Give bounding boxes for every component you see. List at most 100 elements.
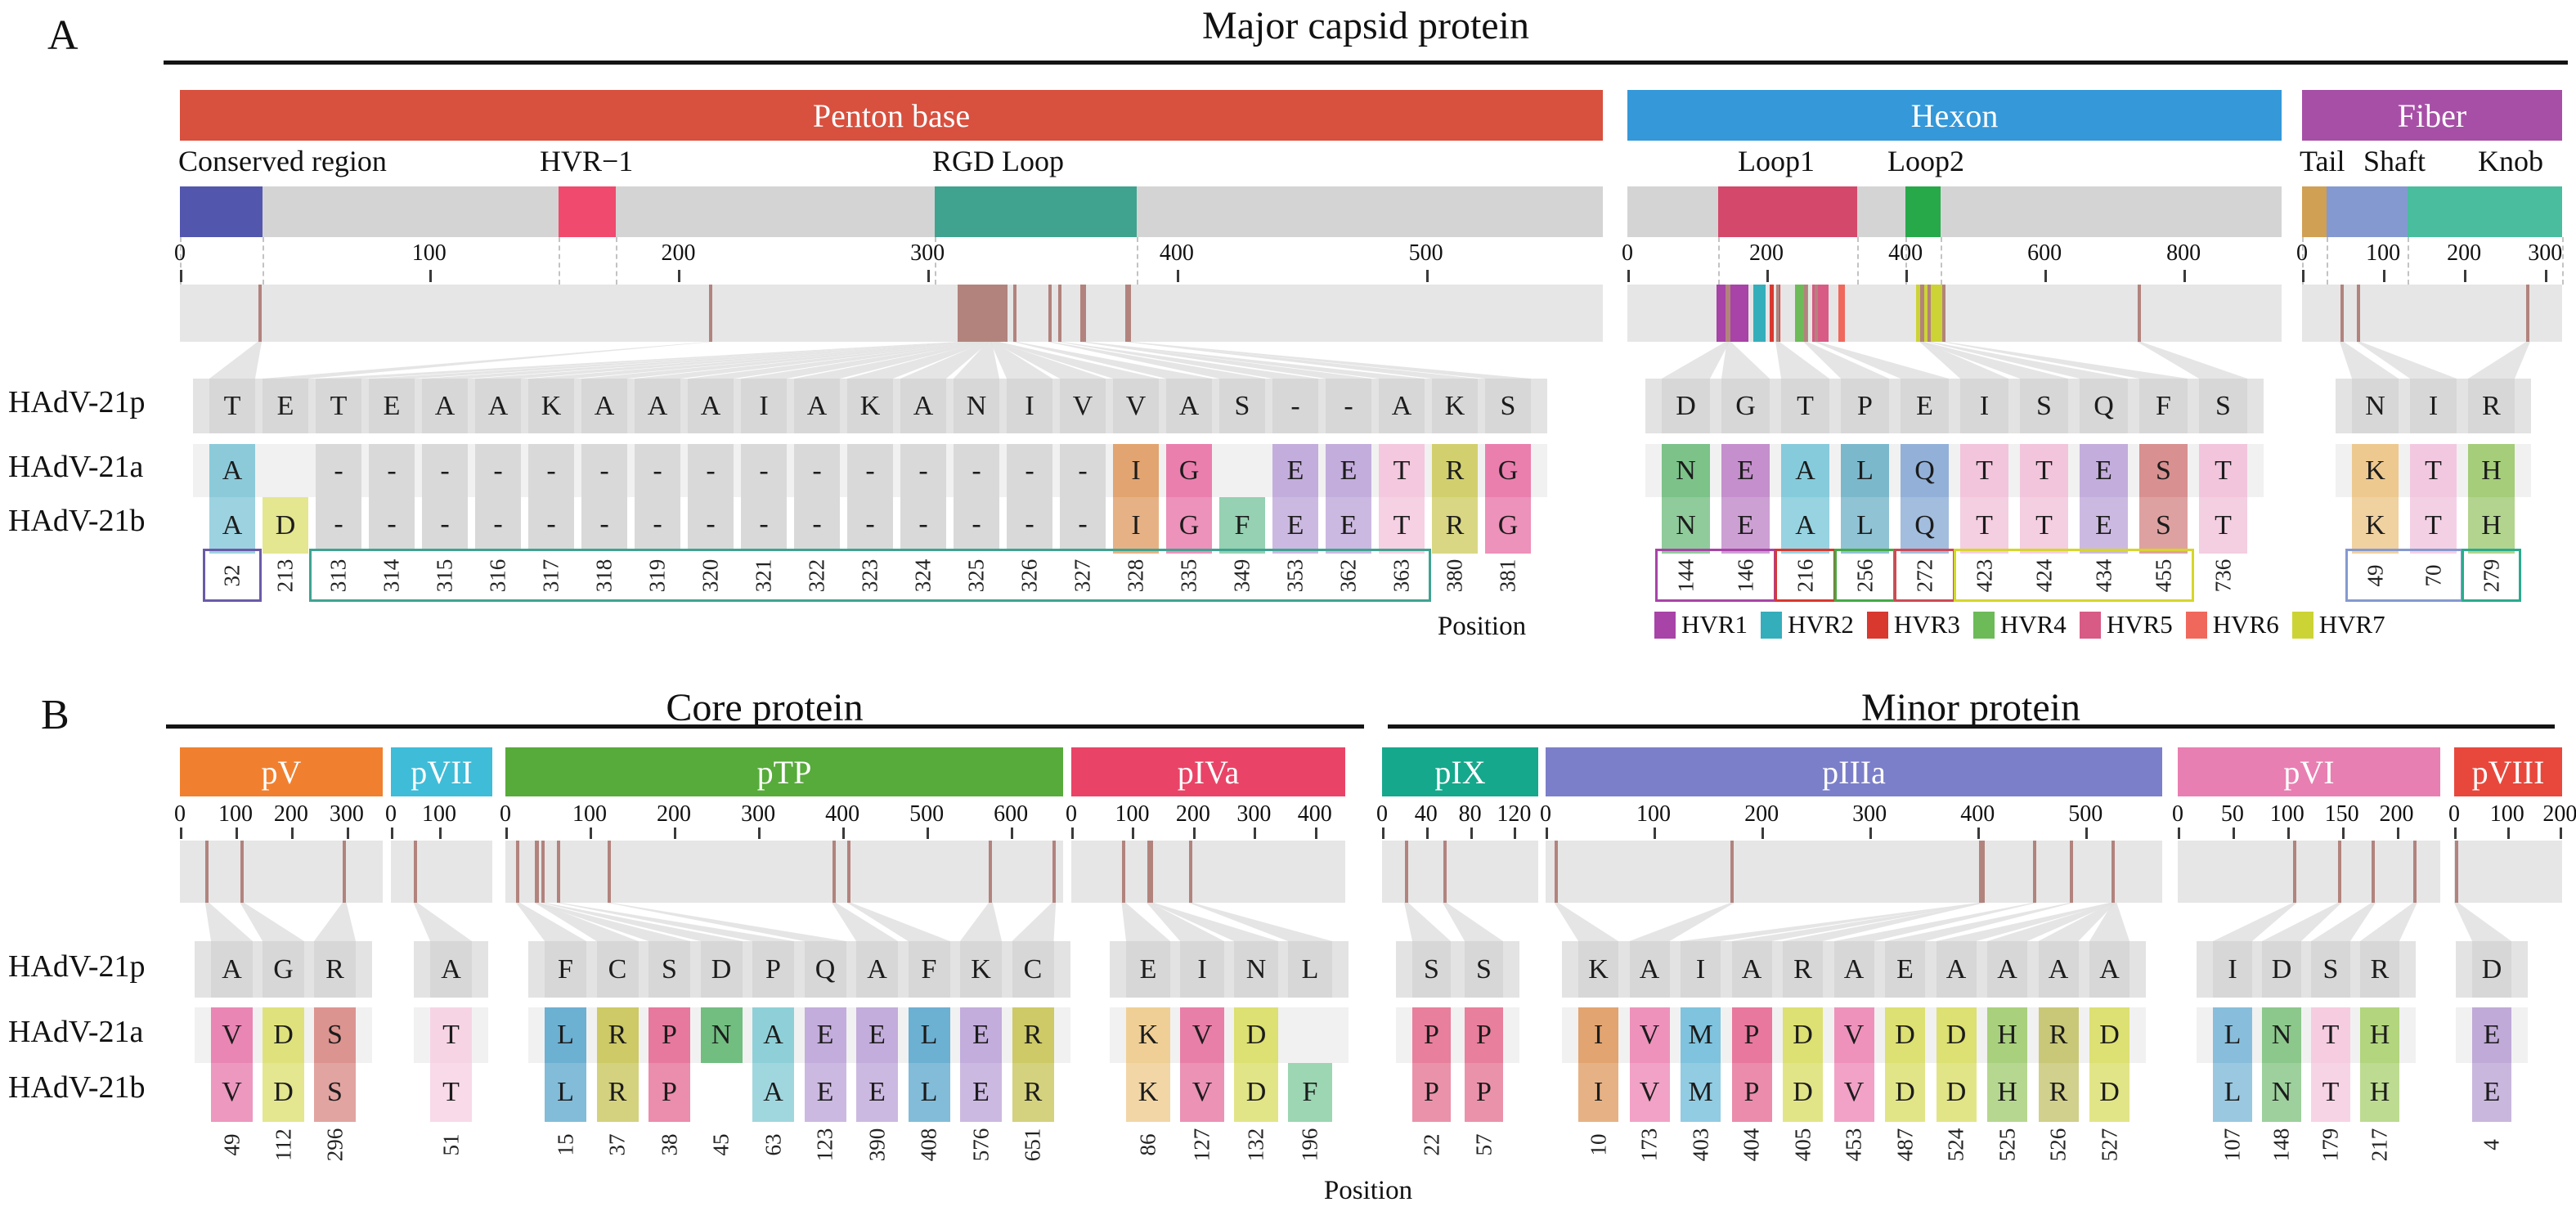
variant-mark	[957, 285, 1008, 342]
seq-cell-21b: R	[1432, 497, 1478, 554]
position-number: 408	[909, 1122, 950, 1168]
legend-label: HVR2	[1787, 610, 1854, 639]
seq-cell-21b: I	[1113, 497, 1159, 554]
axis-tick-label: 300	[741, 801, 776, 827]
connector-wedge	[794, 342, 985, 379]
position-number-text: 296	[322, 1128, 347, 1162]
seq-cell-21b: A	[752, 1063, 794, 1122]
connector-wedge	[1987, 903, 2115, 941]
position-number: 526	[2039, 1122, 2079, 1168]
axis-tick-label: 100	[2269, 801, 2304, 827]
domain-block	[559, 186, 617, 237]
legend-swatch	[1654, 611, 1676, 639]
protein-bar-pvii: pVII	[391, 747, 492, 796]
seq-cell-21b: T	[2199, 497, 2247, 554]
seq-cell-21b: P	[1731, 1063, 1772, 1122]
seq-cell-prototype: S	[1485, 379, 1531, 433]
seq-cell-21a: V	[211, 1007, 253, 1063]
domain-label: Tail	[2300, 145, 2345, 177]
legend-swatch	[2079, 611, 2101, 639]
seq-cell-prototype: K	[1578, 941, 1618, 998]
domain-label: RGD Loop	[932, 145, 1064, 177]
position-number: 10	[1578, 1122, 1618, 1168]
connector-wedge	[1121, 903, 1170, 941]
connector-wedge	[1404, 903, 1451, 941]
position-caption: Position	[1437, 612, 1527, 641]
position-number-text: 576	[968, 1128, 993, 1162]
seq-cell-21b: M	[1681, 1063, 1721, 1122]
domain-label: Conserved region	[178, 145, 387, 177]
position-number-text: 526	[2045, 1128, 2071, 1162]
variant-mark	[2454, 841, 2458, 903]
position-number-text: 453	[1841, 1128, 1866, 1162]
seq-cell-21a: T	[1379, 444, 1425, 497]
position-group-box	[1954, 549, 2194, 602]
seq-cell-21b: H	[2360, 1063, 2399, 1122]
position-number-text: 173	[1636, 1128, 1662, 1162]
seq-cell-21a: S	[314, 1007, 356, 1063]
connector-wedge	[1775, 342, 1829, 379]
domain-guide	[2562, 237, 2564, 285]
domain-guide	[1137, 237, 1139, 285]
seq-cell-prototype: D	[1662, 379, 1710, 433]
variant-mark	[2372, 841, 2376, 903]
seq-cell-21a: V	[1629, 1007, 1670, 1063]
variant-mark	[1057, 285, 1061, 342]
variant-mark	[1052, 841, 1056, 903]
axis-tick-label: 200	[661, 240, 696, 266]
seq-cell-prototype: R	[1783, 941, 1823, 998]
legend-label: HVR7	[2318, 610, 2385, 639]
connector-wedge	[992, 342, 1106, 379]
connector-wedge	[1803, 342, 1889, 379]
connector-wedge	[2454, 903, 2511, 941]
protein-bar-pix: pIX	[1382, 747, 1538, 796]
legend-swatch	[2291, 611, 2313, 639]
axis-tick	[1761, 828, 1765, 839]
axis-tick-label: 0	[385, 801, 397, 827]
variant-mark	[1727, 285, 1731, 342]
variant-mark	[1083, 285, 1087, 342]
seq-cell-21a: A	[209, 444, 255, 497]
domain-block	[180, 186, 263, 237]
seq-cell-21b: G	[1485, 497, 1531, 554]
position-number-text: 49	[219, 1133, 244, 1156]
seq-cell-21b: -	[1060, 497, 1106, 550]
axis-tick-label: 600	[2027, 240, 2062, 266]
position-number: 37	[597, 1122, 639, 1168]
seq-cell-21a: L	[545, 1007, 586, 1063]
axis-tick	[1071, 828, 1074, 839]
seq-cell-prototype: N	[1234, 941, 1278, 998]
seq-cell-21a: -	[528, 444, 574, 497]
seq-cell-21b: L	[2213, 1063, 2252, 1122]
domain-label: HVR−1	[540, 145, 634, 177]
domain-block	[1717, 186, 1857, 237]
axis-tick	[2178, 828, 2180, 839]
seq-cell-prototype: L	[1288, 941, 1332, 998]
seq-cell-21b: R	[1012, 1063, 1054, 1122]
seq-cell-prototype: T	[316, 379, 361, 433]
axis-tick-label: 100	[411, 240, 447, 266]
seq-cell-prototype: T	[209, 379, 255, 433]
variant-mark	[414, 841, 418, 903]
position-number: 405	[1783, 1122, 1823, 1168]
axis-tick-label: 200	[2379, 801, 2414, 827]
seq-cell-21a: M	[1681, 1007, 1721, 1063]
seq-cell-21a: E	[1721, 444, 1770, 497]
protein-bar-piva: pIVa	[1071, 747, 1345, 796]
seq-cell-21b: -	[954, 497, 999, 550]
axis-tick-label: 150	[2324, 801, 2359, 827]
variant-track-pvi	[2178, 841, 2440, 903]
seq-cell-21b: -	[422, 497, 468, 550]
seq-cell-21a: D	[1936, 1007, 1977, 1063]
seq-cell-prototype: A	[688, 379, 734, 433]
position-number: 487	[1885, 1122, 1925, 1168]
position-number: 524	[1936, 1122, 1977, 1168]
axis-tick	[2560, 828, 2563, 839]
axis-tick-label: 0	[2448, 801, 2460, 827]
seq-cell-prototype: A	[856, 941, 898, 998]
seq-cell-21b: D	[2089, 1063, 2129, 1122]
row-label: HAdV-21a	[8, 1015, 144, 1049]
axis-tick	[2464, 270, 2467, 282]
